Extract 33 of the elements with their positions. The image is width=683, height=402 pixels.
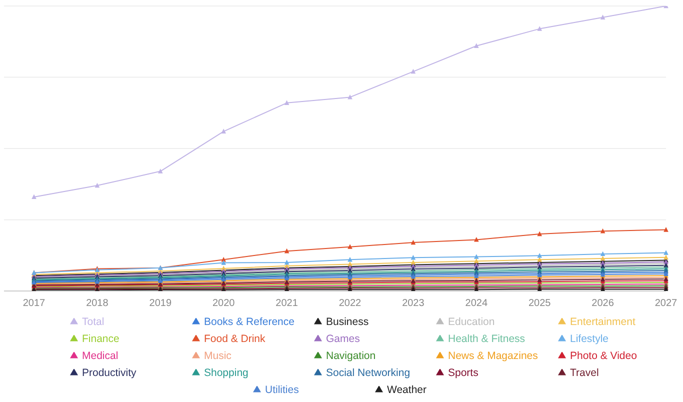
legend-label: Finance xyxy=(82,333,120,345)
legend-label: Music xyxy=(204,350,232,362)
x-tick-label: 2025 xyxy=(528,298,552,310)
legend-label: Education xyxy=(448,316,495,328)
legend-label: Sports xyxy=(448,367,478,379)
legend-label: Social Networking xyxy=(326,367,410,379)
legend-label: Books & Reference xyxy=(204,316,294,328)
legend-label: Medical xyxy=(82,350,118,362)
legend-label: Photo & Video xyxy=(570,350,637,362)
legend-label: Games xyxy=(326,333,360,345)
x-tick-label: 2021 xyxy=(276,298,298,310)
x-tick-label: 2024 xyxy=(465,298,488,310)
legend-label: Weather xyxy=(387,384,426,396)
legend-label: Navigation xyxy=(326,350,376,362)
legend-label: Total xyxy=(82,316,104,328)
legend-label: Productivity xyxy=(82,367,136,379)
legend-label: Entertainment xyxy=(570,316,636,328)
x-tick-label: 2019 xyxy=(149,298,172,310)
legend-label: Business xyxy=(326,316,369,328)
legend-label: Shopping xyxy=(204,367,248,379)
x-tick-label: 2023 xyxy=(402,298,425,310)
x-tick-label: 2022 xyxy=(338,298,362,310)
legend-label: Health & Fitness xyxy=(448,333,526,345)
x-tick-label: 2018 xyxy=(86,298,109,310)
legend-label: Utilities xyxy=(265,384,299,396)
legend-label: News & Magazines xyxy=(448,350,538,362)
x-tick-label: 2026 xyxy=(592,298,614,310)
x-tick-label: 2027 xyxy=(654,298,678,310)
x-tick-label: 2020 xyxy=(212,298,236,310)
legend-label: Food & Drink xyxy=(204,333,266,345)
x-tick-label: 2017 xyxy=(22,298,46,310)
legend-label: Travel xyxy=(570,367,599,379)
legend-label: Lifestyle xyxy=(570,333,609,345)
